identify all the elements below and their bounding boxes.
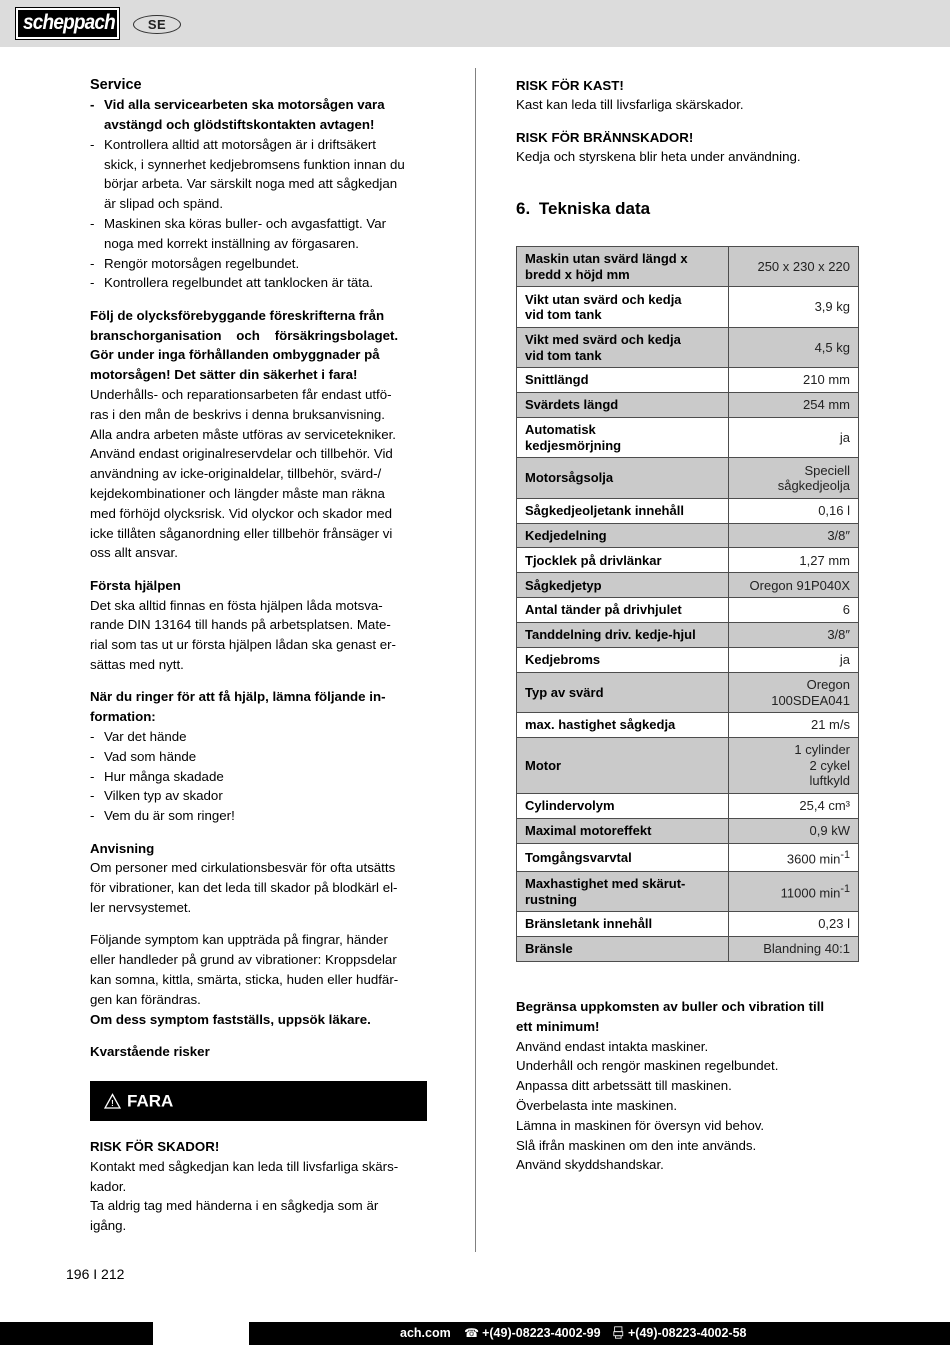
svg-text:scheppach: scheppach — [23, 11, 115, 34]
svg-text:!: ! — [111, 1099, 114, 1108]
